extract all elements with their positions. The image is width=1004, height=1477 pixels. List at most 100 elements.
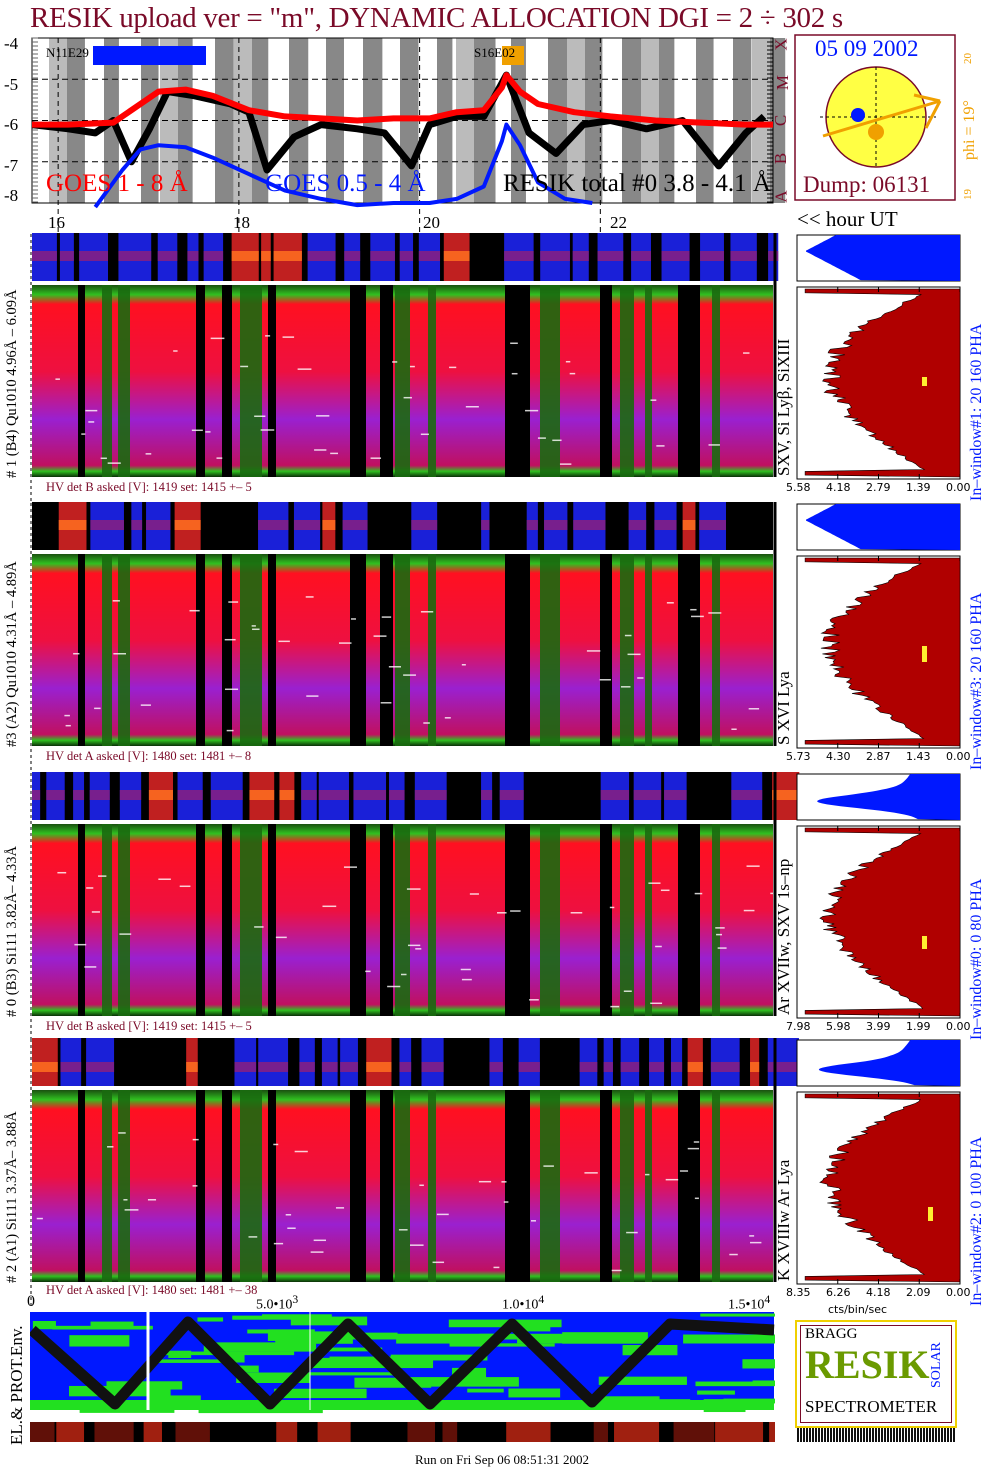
pixel-mark: [665, 1178, 679, 1181]
pha-band: [597, 251, 624, 261]
histogram-xlabel: cts/bin/sec: [828, 1303, 888, 1316]
pixel-mark: [419, 1184, 424, 1187]
pixel-mark: [648, 882, 661, 884]
pixel-mark: [623, 990, 632, 992]
histogram-xtick: 4.30: [826, 750, 851, 763]
pixel-mark: [88, 421, 95, 423]
pixel-mark: [415, 948, 422, 950]
gap-column: [678, 1090, 700, 1282]
particle-region: [236, 1372, 311, 1384]
rate-column: [645, 1090, 652, 1282]
pixel-mark: [525, 409, 539, 412]
logo-bragg: BRAGG: [805, 1326, 858, 1342]
particle-region: [30, 1400, 774, 1410]
lightcurve-legend: GOES 1 - 8 Å GOES 0.5 - 4 Å RESIK total …: [46, 170, 771, 198]
pixel-mark: [650, 1002, 663, 1005]
pha-band: [544, 520, 568, 530]
ytick: -8: [4, 186, 19, 205]
pha-band: [540, 251, 570, 261]
pixel-mark: [409, 365, 415, 368]
ytick: -5: [4, 75, 19, 94]
pixel-mark: [743, 909, 755, 912]
pixel-mark: [529, 999, 539, 1001]
pixel-mark: [140, 704, 151, 706]
pha-band: [411, 520, 438, 530]
rate-column: [712, 554, 720, 746]
rate-column: [620, 554, 634, 746]
pha-band: [299, 1062, 315, 1072]
class-label-c: C: [771, 114, 791, 127]
pha-band: [32, 790, 41, 800]
env-xtick-value: 1.5•10: [728, 1297, 765, 1313]
env-label: EL.& PROT.Env.: [7, 1325, 26, 1445]
rate-column: [645, 554, 652, 746]
particle-region: [148, 1395, 201, 1402]
pha-band: [572, 251, 589, 261]
in-window-label: In–window#3: 20 160 PHA: [968, 592, 985, 770]
page-title: RESIK upload ver = "m", DYNAMIC ALLOCATI…: [30, 2, 843, 34]
pixel-mark: [107, 462, 121, 464]
gap-column: [380, 554, 393, 746]
pha-band: [353, 790, 387, 800]
counts-histogram: [804, 827, 961, 1017]
histogram-xtick: 3.99: [866, 1020, 891, 1033]
detector-label: #3 (A2) Qu1010 4.31Å – 4.89Å: [4, 561, 20, 747]
rate-column: [102, 554, 112, 746]
pixel-mark: [338, 642, 352, 644]
strip-segment: [175, 1422, 210, 1442]
pha-band: [579, 1062, 598, 1072]
pha-band: [59, 251, 74, 261]
pha-band: [654, 520, 677, 530]
pha-band: [157, 251, 178, 261]
pha-band: [118, 251, 152, 261]
pixel-mark: [465, 406, 479, 408]
pixel-mark: [610, 1005, 620, 1008]
pixel-mark: [436, 1213, 449, 1216]
logo-credits: [797, 1428, 955, 1442]
pixel-mark: [624, 634, 632, 637]
pixel-mark: [694, 892, 703, 895]
pixel-mark: [497, 912, 507, 914]
histogram-xtick: 1.43: [906, 750, 931, 763]
env-xtick-exp: 4: [764, 1293, 771, 1306]
particle-region: [274, 1388, 367, 1399]
pixel-mark: [158, 878, 171, 880]
pha-band: [210, 790, 243, 800]
particle-region: [390, 1354, 488, 1361]
rate-column: [118, 824, 130, 1016]
pixel-mark: [380, 702, 392, 704]
gap-column: [222, 824, 232, 1016]
pha-band: [768, 251, 779, 261]
particle-region: [297, 1372, 395, 1376]
pixel-mark: [620, 686, 631, 688]
particle-region: [32, 1321, 56, 1330]
sun-panel: [794, 34, 956, 201]
gap-column: [222, 554, 232, 746]
strip-segment: [407, 1422, 436, 1442]
pha-band: [399, 1062, 412, 1072]
class-label-x: X: [771, 38, 791, 51]
night-band: [770, 38, 786, 203]
pha-band: [687, 1062, 703, 1072]
pha-band: [603, 1062, 613, 1072]
pha-band: [177, 790, 203, 800]
pixel-mark: [501, 1181, 507, 1183]
gap-column: [78, 285, 85, 477]
pixel-mark: [637, 677, 644, 679]
pha-band: [58, 520, 87, 530]
histogram-xtick: 0.00: [946, 481, 971, 494]
pixel-mark: [252, 628, 260, 631]
pixel-mark: [403, 396, 412, 399]
pixel-mark: [179, 885, 191, 888]
window-marker: [922, 377, 927, 386]
pixel-mark: [192, 1185, 198, 1187]
pha-band: [772, 790, 800, 800]
pixel-mark: [423, 722, 430, 724]
pixel-mark: [294, 1150, 308, 1153]
pixel-mark: [510, 342, 518, 345]
pha-band: [699, 520, 726, 530]
pixel-mark: [461, 664, 466, 666]
pixel-mark: [406, 888, 421, 890]
pixel-mark: [407, 944, 421, 947]
logo-spectrometer: SPECTROMETER: [805, 1397, 938, 1416]
